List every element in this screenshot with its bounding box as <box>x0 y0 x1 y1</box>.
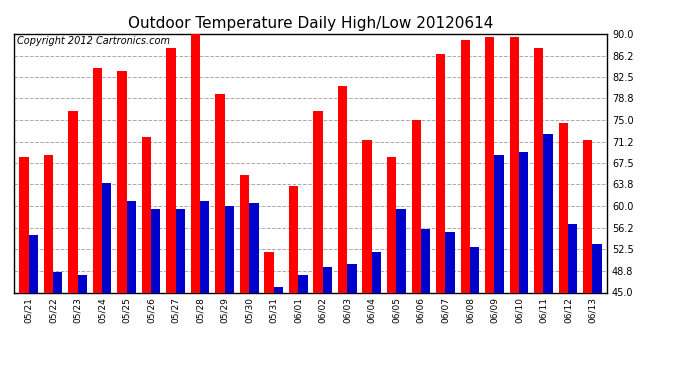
Bar <box>126 201 136 292</box>
Bar <box>559 123 568 292</box>
Bar <box>411 120 421 292</box>
Bar <box>338 86 347 292</box>
Bar <box>583 140 593 292</box>
Bar <box>421 229 430 292</box>
Bar <box>191 31 200 292</box>
Bar <box>28 235 38 292</box>
Bar <box>102 183 111 292</box>
Bar <box>142 137 151 292</box>
Text: Copyright 2012 Cartronics.com: Copyright 2012 Cartronics.com <box>17 36 170 46</box>
Bar <box>593 244 602 292</box>
Bar <box>225 206 234 292</box>
Bar <box>298 275 308 292</box>
Bar <box>495 154 504 292</box>
Bar <box>43 154 53 292</box>
Bar <box>372 252 381 292</box>
Bar <box>289 186 298 292</box>
Bar <box>200 201 210 292</box>
Bar <box>362 140 372 292</box>
Bar <box>519 152 529 292</box>
Bar <box>117 71 126 292</box>
Bar <box>240 175 249 292</box>
Bar <box>347 264 357 292</box>
Bar <box>166 48 176 292</box>
Bar <box>510 37 519 292</box>
Bar <box>534 48 544 292</box>
Title: Outdoor Temperature Daily High/Low 20120614: Outdoor Temperature Daily High/Low 20120… <box>128 16 493 31</box>
Bar <box>436 54 445 292</box>
Bar <box>77 275 87 292</box>
Bar <box>249 203 259 292</box>
Bar <box>176 209 185 292</box>
Bar <box>470 246 479 292</box>
Bar <box>323 267 332 292</box>
Bar <box>53 272 62 292</box>
Bar <box>92 68 102 292</box>
Bar <box>387 158 396 292</box>
Bar <box>19 158 28 292</box>
Bar <box>460 39 470 292</box>
Bar <box>151 209 161 292</box>
Bar <box>264 252 274 292</box>
Bar <box>396 209 406 292</box>
Bar <box>568 224 578 292</box>
Bar <box>274 287 283 292</box>
Bar <box>485 37 495 292</box>
Bar <box>445 232 455 292</box>
Bar <box>313 111 323 292</box>
Bar <box>544 134 553 292</box>
Bar <box>68 111 77 292</box>
Bar <box>215 94 225 292</box>
